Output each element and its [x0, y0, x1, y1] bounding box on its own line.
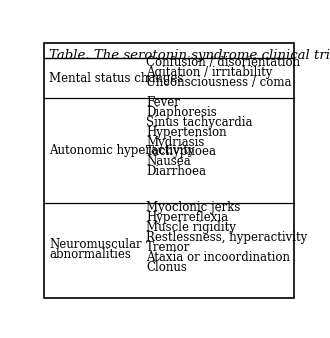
- Text: Mydriasis: Mydriasis: [146, 136, 205, 149]
- Text: Mental status changes: Mental status changes: [49, 72, 183, 84]
- Text: Autonomic hyperactivity: Autonomic hyperactivity: [49, 144, 195, 157]
- Text: Diarrhoea: Diarrhoea: [146, 165, 206, 178]
- Text: abnormalities: abnormalities: [49, 248, 131, 261]
- Text: Muscle rigidity: Muscle rigidity: [146, 221, 236, 234]
- Text: Neuromuscular: Neuromuscular: [49, 238, 142, 251]
- Text: Table. The serotonin syndrome clinical triad.: Table. The serotonin syndrome clinical t…: [49, 49, 330, 62]
- Text: Myoclonic jerks: Myoclonic jerks: [146, 201, 241, 215]
- Text: Hyperreflexia: Hyperreflexia: [146, 211, 228, 224]
- Text: Diaphoresis: Diaphoresis: [146, 106, 217, 119]
- Text: Confusion / disorientation: Confusion / disorientation: [146, 56, 300, 69]
- FancyBboxPatch shape: [44, 43, 294, 298]
- Text: Tremor: Tremor: [146, 241, 190, 254]
- Text: Hypertension: Hypertension: [146, 126, 227, 139]
- Text: Tachypnoea: Tachypnoea: [146, 145, 217, 159]
- Text: Agitation / irritability: Agitation / irritability: [146, 66, 273, 79]
- Text: Unconsciousness / coma: Unconsciousness / coma: [146, 76, 292, 89]
- Text: Restlessness, hyperactivity: Restlessness, hyperactivity: [146, 231, 307, 244]
- Text: Fever: Fever: [146, 96, 180, 109]
- Text: Ataxia or incoordination: Ataxia or incoordination: [146, 251, 290, 264]
- Text: Nausea: Nausea: [146, 155, 191, 168]
- Text: Sinus tachycardia: Sinus tachycardia: [146, 116, 252, 129]
- Text: Clonus: Clonus: [146, 261, 187, 274]
